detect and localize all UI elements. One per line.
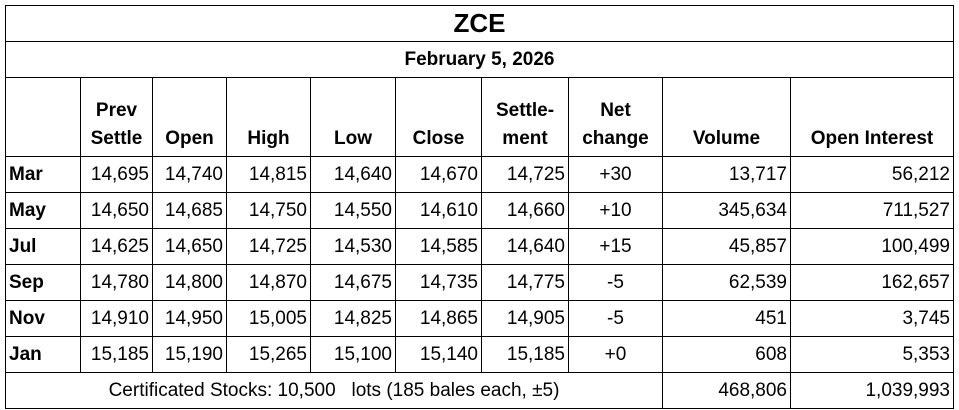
value-cell: 14,800 bbox=[152, 264, 227, 301]
value-cell: 14,740 bbox=[152, 156, 227, 193]
value-cell: 13,717 bbox=[662, 156, 791, 193]
header-line: High bbox=[247, 128, 290, 149]
value-cell: 14,725 bbox=[226, 228, 311, 265]
value-cell: 14,725 bbox=[481, 156, 569, 193]
header-line: Close bbox=[412, 128, 465, 149]
value-cell: 45,857 bbox=[662, 228, 791, 265]
value-cell: 15,265 bbox=[226, 336, 311, 373]
value-cell: 451 bbox=[662, 300, 791, 337]
value-cell: 14,610 bbox=[395, 192, 482, 229]
value-cell: 14,750 bbox=[226, 192, 311, 229]
value-cell: 14,865 bbox=[395, 300, 482, 337]
value-cell: 14,670 bbox=[395, 156, 482, 193]
value-cell: 14,825 bbox=[310, 300, 396, 337]
value-cell: 15,185 bbox=[80, 336, 153, 373]
column-header: Settle-ment bbox=[481, 77, 569, 157]
value-cell: 100,499 bbox=[790, 228, 954, 265]
value-cell: +10 bbox=[568, 192, 663, 229]
data-row: May 14,650 14,685 14,750 14,550 14,610 14,660 +… bbox=[5, 192, 954, 229]
column-header: Volume bbox=[662, 77, 791, 157]
table: ZCE February 5, 2026 Prev Settle Open High L… bbox=[5, 5, 954, 409]
value-cell: 14,735 bbox=[395, 264, 482, 301]
header-line: Settle bbox=[90, 128, 143, 149]
month-cell: Jan bbox=[5, 336, 81, 373]
value-cell: 608 bbox=[662, 336, 791, 373]
month-cell: Jul bbox=[5, 228, 81, 265]
value-cell: 345,634 bbox=[662, 192, 791, 229]
table-wrap: ZCE February 5, 2026 Prev Settle Open High L… bbox=[5, 5, 954, 409]
value-cell: 62,539 bbox=[662, 264, 791, 301]
column-header: Close bbox=[395, 77, 482, 157]
value-cell: 5,353 bbox=[790, 336, 954, 373]
month-cell: Sep bbox=[5, 264, 81, 301]
month-cell: May bbox=[5, 192, 81, 229]
value-cell: 14,650 bbox=[152, 228, 227, 265]
header-line: Net bbox=[600, 100, 631, 121]
data-row: Jan 15,185 15,190 15,265 15,100 15,140 15,185 +… bbox=[5, 336, 954, 373]
value-cell: 15,005 bbox=[226, 300, 311, 337]
value-cell: 14,870 bbox=[226, 264, 311, 301]
value-cell: 14,585 bbox=[395, 228, 482, 265]
column-header: Open bbox=[152, 77, 227, 157]
volume-total: 468,806 bbox=[662, 372, 791, 409]
data-row: Mar 14,695 14,740 14,815 14,640 14,670 14,725 +… bbox=[5, 156, 954, 193]
value-cell: 14,675 bbox=[310, 264, 396, 301]
column-header: Prev Settle bbox=[80, 77, 153, 157]
footer-row: Certificated Stocks: 10,500 lots (185 ba… bbox=[5, 372, 954, 409]
value-cell: 3,745 bbox=[790, 300, 954, 337]
value-cell: 15,185 bbox=[481, 336, 569, 373]
value-cell: 14,625 bbox=[80, 228, 153, 265]
header-line: Prev bbox=[95, 100, 138, 121]
open-interest-total: 1,039,993 bbox=[790, 372, 954, 409]
value-cell: +30 bbox=[568, 156, 663, 193]
header-line: Low bbox=[334, 128, 372, 149]
value-cell: +0 bbox=[568, 336, 663, 373]
column-header: Net change bbox=[568, 77, 663, 157]
value-cell: 14,815 bbox=[226, 156, 311, 193]
value-cell: 14,660 bbox=[481, 192, 569, 229]
data-row: Jul 14,625 14,650 14,725 14,530 14,585 14,640 +… bbox=[5, 228, 954, 265]
value-cell: -5 bbox=[568, 300, 663, 337]
value-cell: 14,775 bbox=[481, 264, 569, 301]
value-cell: 15,140 bbox=[395, 336, 482, 373]
title: ZCE bbox=[5, 5, 954, 42]
value-cell: +15 bbox=[568, 228, 663, 265]
value-cell: 14,550 bbox=[310, 192, 396, 229]
value-cell: 162,657 bbox=[790, 264, 954, 301]
header-line: Settle- bbox=[495, 100, 555, 121]
header-row: Prev Settle Open High Low Close Settle-ment Net… bbox=[5, 77, 954, 157]
value-cell: -5 bbox=[568, 264, 663, 301]
value-cell: 14,905 bbox=[481, 300, 569, 337]
month-cell: Mar bbox=[5, 156, 81, 193]
header-line: Volume bbox=[692, 128, 761, 149]
month-cell: Nov bbox=[5, 300, 81, 337]
value-cell: 56,212 bbox=[790, 156, 954, 193]
value-cell: 14,695 bbox=[80, 156, 153, 193]
value-cell: 14,780 bbox=[80, 264, 153, 301]
value-cell: 15,190 bbox=[152, 336, 227, 373]
column-header: High bbox=[226, 77, 311, 157]
value-cell: 15,100 bbox=[310, 336, 396, 373]
value-cell: 711,527 bbox=[790, 192, 954, 229]
footer-note: Certificated Stocks: 10,500 lots (185 ba… bbox=[5, 372, 663, 409]
header-line: Open Interest bbox=[810, 128, 934, 149]
header-line: change bbox=[582, 128, 649, 149]
value-cell: 14,685 bbox=[152, 192, 227, 229]
value-cell: 14,910 bbox=[80, 300, 153, 337]
header-line: Open bbox=[165, 128, 214, 149]
value-cell: 14,640 bbox=[310, 156, 396, 193]
value-cell: 14,640 bbox=[481, 228, 569, 265]
date: February 5, 2026 bbox=[5, 41, 954, 78]
value-cell: 14,650 bbox=[80, 192, 153, 229]
value-cell: 14,950 bbox=[152, 300, 227, 337]
data-row: Sep 14,780 14,800 14,870 14,675 14,735 14,775-… bbox=[5, 264, 954, 301]
column-header: Open Interest bbox=[790, 77, 954, 157]
data-row: Nov 14,910 14,950 15,005 14,825 14,865 14,905-… bbox=[5, 300, 954, 337]
header-line: ment bbox=[502, 128, 548, 149]
column-header bbox=[5, 77, 81, 157]
column-header: Low bbox=[310, 77, 396, 157]
value-cell: 14,530 bbox=[310, 228, 396, 265]
